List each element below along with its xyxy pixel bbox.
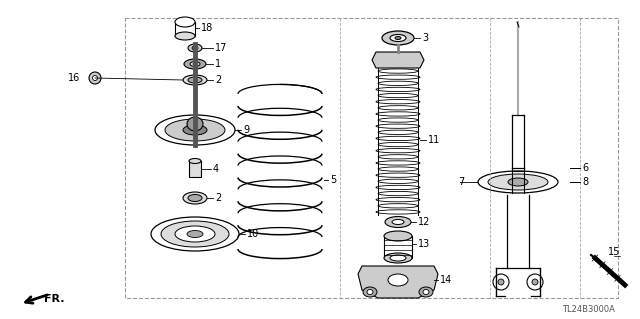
Ellipse shape [390,255,406,261]
Text: 8: 8 [582,177,588,187]
Ellipse shape [376,173,420,177]
Ellipse shape [183,75,207,85]
Ellipse shape [378,167,418,171]
Ellipse shape [161,221,229,247]
Polygon shape [189,161,201,177]
Ellipse shape [190,62,200,66]
Ellipse shape [165,119,225,141]
Ellipse shape [385,217,411,227]
Ellipse shape [376,75,420,79]
Polygon shape [372,52,424,68]
Ellipse shape [89,72,101,84]
Text: 1: 1 [215,59,221,69]
Ellipse shape [527,274,543,290]
Ellipse shape [183,192,207,204]
Text: TL24B3000A: TL24B3000A [562,305,615,314]
Ellipse shape [187,231,203,238]
Text: 4: 4 [213,164,219,174]
Ellipse shape [367,290,373,294]
Ellipse shape [376,161,420,165]
Ellipse shape [376,124,420,128]
Polygon shape [175,22,195,36]
Ellipse shape [382,31,414,45]
Ellipse shape [378,191,418,196]
Text: 17: 17 [215,43,227,53]
Ellipse shape [378,93,418,98]
Ellipse shape [188,195,202,202]
Text: 2: 2 [215,75,221,85]
Ellipse shape [93,76,97,80]
Ellipse shape [498,279,504,285]
Ellipse shape [192,46,198,50]
Ellipse shape [193,63,197,65]
Ellipse shape [184,59,206,69]
Ellipse shape [390,34,406,41]
Ellipse shape [363,287,377,297]
Ellipse shape [155,115,235,145]
Text: FR.: FR. [44,294,65,304]
Ellipse shape [151,217,239,251]
Ellipse shape [478,171,558,193]
Text: 10: 10 [247,229,259,239]
Ellipse shape [378,142,418,147]
Ellipse shape [175,17,195,27]
Ellipse shape [183,125,207,135]
Ellipse shape [376,112,420,116]
Ellipse shape [376,100,420,104]
Text: 15: 15 [608,247,620,257]
Text: 18: 18 [201,23,213,33]
Ellipse shape [188,77,202,83]
Text: 6: 6 [582,163,588,173]
Text: 14: 14 [440,275,452,285]
Ellipse shape [376,149,420,153]
Ellipse shape [378,69,418,73]
Ellipse shape [378,130,418,134]
Ellipse shape [175,32,195,40]
Ellipse shape [378,204,418,208]
Text: 9: 9 [243,125,249,135]
Text: 7: 7 [458,177,464,187]
Ellipse shape [378,106,418,110]
Ellipse shape [392,219,404,225]
Ellipse shape [378,155,418,159]
Polygon shape [384,236,412,258]
Ellipse shape [384,231,412,241]
Ellipse shape [388,274,408,286]
Text: 16: 16 [68,73,80,83]
Ellipse shape [395,36,401,40]
Ellipse shape [419,287,433,297]
Ellipse shape [384,253,412,263]
Ellipse shape [376,210,420,214]
Ellipse shape [187,117,203,131]
Text: 12: 12 [418,217,430,227]
Polygon shape [358,266,438,298]
Ellipse shape [423,290,429,294]
Text: 5: 5 [330,175,336,185]
Ellipse shape [376,197,420,202]
Ellipse shape [378,179,418,183]
Ellipse shape [508,178,528,186]
Ellipse shape [378,81,418,85]
Ellipse shape [488,174,548,190]
Text: 11: 11 [428,135,440,145]
Ellipse shape [188,44,202,52]
Text: 3: 3 [422,33,428,43]
Text: 2: 2 [215,193,221,203]
Ellipse shape [378,118,418,122]
Ellipse shape [376,185,420,189]
Ellipse shape [493,274,509,290]
Ellipse shape [175,226,215,242]
Ellipse shape [532,279,538,285]
Text: 13: 13 [418,239,430,249]
Ellipse shape [376,87,420,92]
Ellipse shape [376,136,420,141]
Ellipse shape [189,159,201,164]
